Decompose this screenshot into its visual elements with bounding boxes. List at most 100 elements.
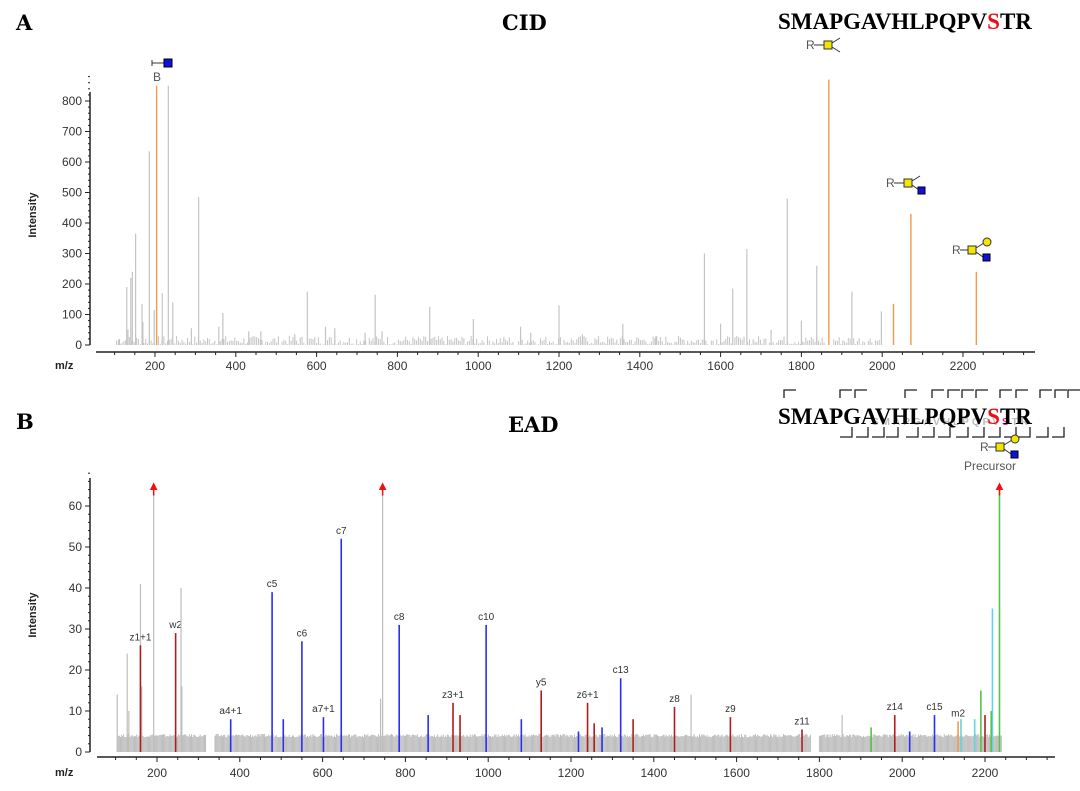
panel-b-label: B <box>16 409 34 434</box>
peak-label: z3+1 <box>442 690 464 701</box>
y-tick-label: 30 <box>69 622 83 636</box>
z-ion-bracket <box>1052 427 1065 438</box>
x-tick-label: 1000 <box>465 359 492 373</box>
c-ion-bracket <box>931 389 944 398</box>
c-ion-bracket <box>999 389 1012 398</box>
y-axis-label: Intensity <box>27 592 39 638</box>
y-tick-label: 200 <box>62 277 82 291</box>
x-tick-label: 600 <box>307 359 327 373</box>
peak-label: z6+1 <box>577 690 599 701</box>
c-ion-bracket <box>839 389 852 398</box>
x-axis-label: m/z <box>55 767 74 779</box>
z-ion-bracket <box>886 427 899 438</box>
peak-label: c13 <box>613 665 630 676</box>
peak-label: z9 <box>725 704 736 715</box>
glycan-icon-yy: R <box>806 37 841 53</box>
x-tick-label: 1800 <box>806 766 833 780</box>
y-tick-label: 0 <box>75 745 82 759</box>
peak-label: w2 <box>168 620 182 631</box>
peak-label: c15 <box>926 702 943 713</box>
c-ion-bracket <box>1039 389 1052 398</box>
z-ion-bracket <box>922 427 935 438</box>
svg-text:R: R <box>806 38 815 52</box>
c-ion-bracket <box>975 389 988 398</box>
sequence-before: SMAPGAVHLPQPV <box>778 9 988 34</box>
glycan-icon-y: R <box>886 175 926 195</box>
y-tick-label: 300 <box>62 247 82 261</box>
peak-label: c6 <box>297 628 308 639</box>
c-ion-bracket <box>961 389 974 398</box>
y-tick-label: 500 <box>62 186 82 200</box>
x-axis-label: m/z <box>55 360 74 372</box>
peak-label: c10 <box>478 612 495 623</box>
y-tick-label: 40 <box>69 581 83 595</box>
peak-label: z1+1 <box>129 632 151 643</box>
x-tick-label: 1200 <box>558 766 585 780</box>
z-ion-bracket <box>906 427 919 438</box>
panel-b-title: EAD <box>508 412 559 437</box>
y-tick-label: 100 <box>62 308 82 322</box>
peptide-sequence-b: SMAPGAVHLPQPVSTR <box>778 404 1032 429</box>
x-tick-label: 2200 <box>972 766 999 780</box>
peak-label: a4+1 <box>219 706 242 717</box>
fragment-map-sequence: SMAPGAVHLPQPVSTR <box>872 417 1031 428</box>
svg-text:R: R <box>980 440 989 454</box>
fragment-map: SMAPGAVHLPQPVSTR SMAPGAVHLPQPVSTR <box>778 389 1080 438</box>
x-tick-label: 400 <box>226 359 246 373</box>
peak-label: c5 <box>267 579 278 590</box>
x-tick-label: 1600 <box>707 359 734 373</box>
x-tick-label: 200 <box>145 359 165 373</box>
y-tick-label: 50 <box>69 540 83 554</box>
peak-label: a7+1 <box>312 704 335 715</box>
y-tick-label: 10 <box>69 704 83 718</box>
peak-label: m2 <box>951 708 965 719</box>
x-tick-label: 1400 <box>640 766 667 780</box>
z-ion-bracket <box>840 427 853 438</box>
c-ion-bracket <box>854 389 867 398</box>
peptide-sequence-a: SMAPGAVHLPQPVSTR <box>778 9 1032 34</box>
y-axis-label: Intensity <box>27 192 39 238</box>
z-ion-bracket <box>988 427 1001 438</box>
x-tick-label: 400 <box>230 766 250 780</box>
z-ion-bracket <box>956 427 969 438</box>
z-ion-bracket <box>1036 427 1049 438</box>
y-tick-label: 800 <box>62 94 82 108</box>
panel-a-label: A <box>15 10 33 35</box>
glycan-label-b: B <box>153 70 161 84</box>
c-ion-bracket <box>904 389 917 398</box>
cid-spectrum: 0 100 200 300 400 500 600 700 800 200 400 600 800 100… <box>27 76 1035 373</box>
x-tick-label: 800 <box>395 766 415 780</box>
y-tick-label: 600 <box>62 155 82 169</box>
ead-spectrum: z1+1 w2 a4+1 c5 c6 a7+1 c7 c8 z3+1 c10 y5 z6+1 c13 z8… <box>27 472 1055 780</box>
x-tick-label: 2000 <box>889 766 916 780</box>
peak-label: z14 <box>887 702 904 713</box>
c-ion-bracket <box>783 389 796 398</box>
precursor-label: Precursor <box>964 459 1016 473</box>
peak-label: z11 <box>794 716 810 727</box>
peak-label: y5 <box>536 678 547 689</box>
c-ion-bracket <box>1015 389 1028 398</box>
c-ion-bracket <box>1054 389 1067 398</box>
z-ion-bracket <box>872 427 885 438</box>
peak-label: c7 <box>336 526 347 537</box>
x-tick-label: 800 <box>387 359 407 373</box>
x-tick-label: 1400 <box>626 359 653 373</box>
svg-text:R: R <box>886 176 895 190</box>
peak-label: c8 <box>394 612 405 623</box>
y-tick-label: 400 <box>62 216 82 230</box>
sequence-after: TR <box>1000 9 1032 34</box>
glyco-site: S <box>987 9 1000 34</box>
x-tick-label: 200 <box>147 766 167 780</box>
glycan-icon-b-ion: B <box>151 58 173 84</box>
x-tick-label: 2000 <box>869 359 896 373</box>
panel-a-title: CID <box>502 10 547 35</box>
z-ion-bracket <box>972 427 985 438</box>
c-ion-bracket <box>1067 389 1080 398</box>
x-tick-label: 1200 <box>546 359 573 373</box>
glycan-icon-precursor: R Precursor <box>964 434 1020 473</box>
svg-text:R: R <box>952 243 961 257</box>
y-tick-label: 60 <box>69 499 83 513</box>
x-tick-label: 2200 <box>950 359 977 373</box>
